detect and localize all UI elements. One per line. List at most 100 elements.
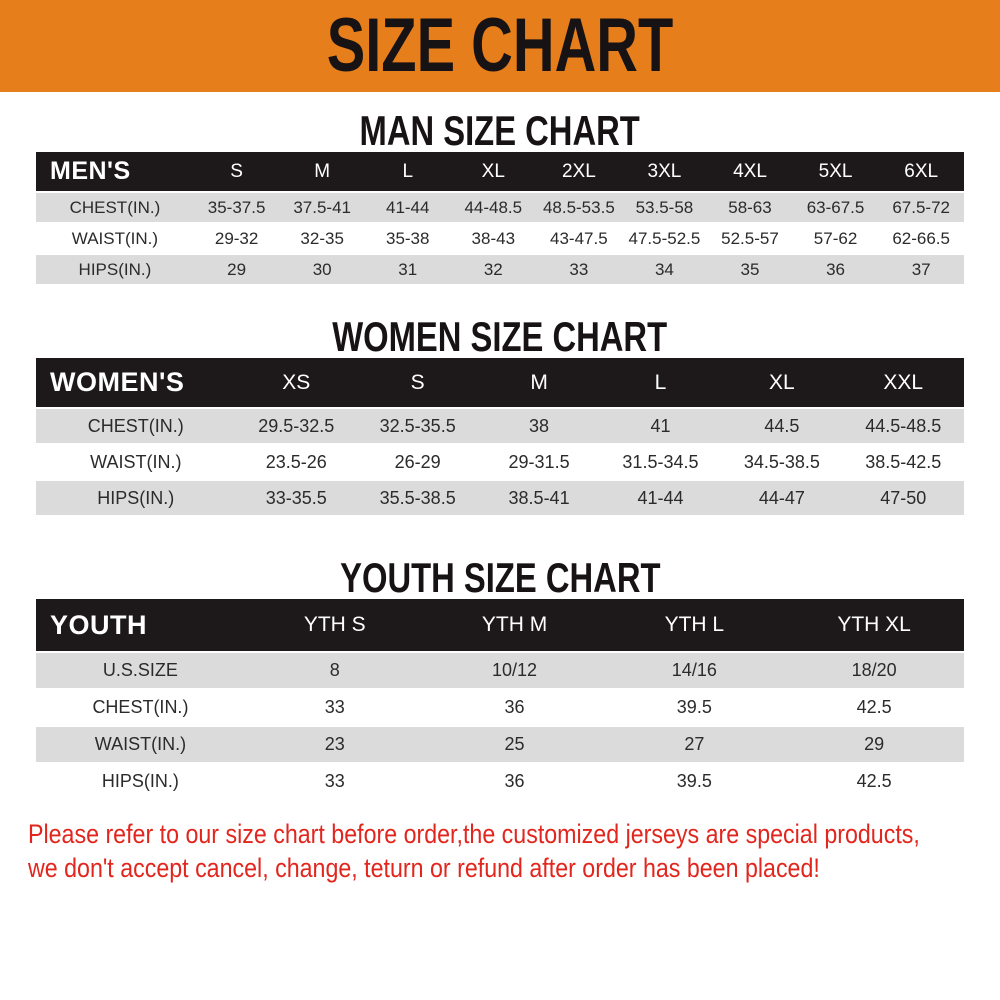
- size-header-cell: YTH M: [481, 613, 548, 636]
- table-header-row: WOMEN'S XS S M L XL XXL: [36, 358, 964, 408]
- size-header-cell: 5XL: [818, 160, 853, 182]
- measurement-value-cell: 37.5-41: [293, 197, 351, 217]
- measurement-value-cell: 33: [324, 697, 345, 717]
- table-row: HIPS(IN.) 29 30 31 32 33 34 35 36 37: [36, 254, 964, 285]
- measurement-value-cell: 27: [684, 734, 705, 754]
- measurement-value-cell: 67.5-72: [892, 197, 950, 217]
- size-header-cell: L: [402, 160, 414, 182]
- measurement-value-cell: 53.5-58: [635, 197, 694, 217]
- measurement-value-cell: 34.5-38.5: [743, 451, 820, 472]
- measurement-value-cell: 44.5-48.5: [865, 415, 942, 436]
- measurement-value-cell: 33: [569, 259, 589, 279]
- measurement-value-cell: 29: [864, 734, 885, 754]
- measurement-value-cell: 44.5: [764, 415, 800, 436]
- measurement-value-cell: 30: [312, 259, 332, 279]
- table-row: CHEST(IN.) 35-37.5 37.5-41 41-44 44-48.5 48.5…: [36, 192, 964, 223]
- measurement-value-cell: 18/20: [851, 660, 897, 680]
- size-header-cell: 6XL: [904, 160, 939, 182]
- size-header-cell: YTH XL: [837, 613, 911, 636]
- women-section-heading: WOMEN SIZE CHART: [0, 316, 1000, 358]
- measurement-value-cell: 29-32: [214, 228, 259, 248]
- measurement-value-cell: 36: [826, 259, 845, 279]
- measurement-value-cell: 32-35: [300, 228, 344, 248]
- table-row: U.S.SIZE 8 10/12 14/16 18/20: [36, 652, 964, 689]
- measurement-value-cell: 35-37.5: [207, 197, 266, 217]
- measurement-value-cell: 14/16: [671, 660, 717, 680]
- page-title: SIZE CHART: [326, 3, 674, 88]
- measurement-value-cell: 34: [654, 259, 674, 279]
- measurement-value-cell: 44-47: [758, 487, 805, 508]
- men-size-table: MEN'S S M L XL 2XL 3XL 4XL 5XL 6XL CHEST(IN.) 35-37…: [36, 152, 964, 286]
- measurement-value-cell: 48.5-53.5: [542, 197, 615, 217]
- measurement-value-cell: 25: [504, 734, 525, 754]
- measurement-value-cell: 57-62: [813, 228, 858, 248]
- measurement-label-cell: WAIST(IN.): [94, 734, 187, 754]
- measurement-value-cell: 38.5-41: [508, 487, 570, 508]
- measurement-value-cell: 31.5-34.5: [622, 451, 699, 472]
- measurement-label-cell: CHEST(IN.): [92, 697, 189, 717]
- measurement-value-cell: 29-31.5: [508, 451, 570, 472]
- size-header-cell: XXL: [883, 370, 924, 394]
- measurement-value-cell: 38-43: [471, 228, 516, 248]
- table-row: CHEST(IN.) 29.5-32.5 32.5-35.5 38 41 44.5 44.5…: [36, 408, 964, 444]
- measurement-value-cell: 29: [227, 259, 247, 279]
- measurement-label-cell: U.S.SIZE: [102, 660, 178, 680]
- man-section-heading-text: MAN SIZE CHART: [359, 107, 641, 154]
- size-header-cell: 4XL: [733, 160, 767, 182]
- measurement-value-cell: 26-29: [394, 451, 441, 472]
- youth-section-heading: YOUTH SIZE CHART: [0, 557, 1000, 599]
- measurement-value-cell: 32: [483, 259, 503, 279]
- measurement-value-cell: 52.5-57: [721, 228, 779, 248]
- table-header-row: MEN'S S M L XL 2XL 3XL 4XL 5XL 6XL: [36, 152, 964, 192]
- measurement-value-cell: 38: [529, 415, 550, 436]
- measurement-value-cell: 39.5: [676, 697, 712, 717]
- women-size-table: WOMEN'S XS S M L XL XXL CHEST(IN.) 29.5-32.5 32.5…: [36, 358, 964, 517]
- measurement-value-cell: 29.5-32.5: [258, 415, 335, 436]
- table-title-cell: WOMEN'S: [50, 367, 185, 397]
- measurement-label-cell: CHEST(IN.): [87, 415, 184, 436]
- measurement-value-cell: 31: [398, 259, 418, 279]
- measurement-value-cell: 39.5: [676, 771, 712, 791]
- measurement-value-cell: 41-44: [637, 487, 684, 508]
- youth-section-heading-text: YOUTH SIZE CHART: [339, 554, 661, 601]
- measurement-value-cell: 47.5-52.5: [628, 228, 701, 248]
- measurement-value-cell: 41-44: [385, 197, 430, 217]
- table-row: CHEST(IN.) 33 36 39.5 42.5: [36, 689, 964, 726]
- table-row: WAIST(IN.) 23.5-26 26-29 29-31.5 31.5-34.5 34…: [36, 444, 964, 480]
- size-header-cell: S: [410, 370, 425, 394]
- table-row: HIPS(IN.) 33-35.5 35.5-38.5 38.5-41 41-44 44-…: [36, 480, 964, 516]
- measurement-value-cell: 35: [740, 259, 760, 279]
- measurement-label-cell: WAIST(IN.): [71, 228, 159, 248]
- measurement-value-cell: 44-48.5: [464, 197, 523, 217]
- size-header-cell: YTH L: [664, 613, 725, 636]
- table-row: WAIST(IN.) 29-32 32-35 35-38 38-43 43-47.5 47.…: [36, 223, 964, 254]
- table-title-cell: MEN'S: [50, 157, 131, 185]
- measurement-value-cell: 33-35.5: [265, 487, 327, 508]
- measurement-value-cell: 41: [650, 415, 671, 436]
- measurement-value-cell: 32.5-35.5: [379, 415, 456, 436]
- measurement-value-cell: 47-50: [880, 487, 927, 508]
- size-header-cell: M: [530, 370, 548, 394]
- table-row: WAIST(IN.) 23 25 27 29: [36, 726, 964, 763]
- youth-size-table: YOUTH YTH S YTH M YTH L YTH XL U.S.SIZE 8 10/12…: [36, 599, 964, 801]
- measurement-value-cell: 43-47.5: [550, 228, 608, 248]
- measurement-value-cell: 23.5-26: [265, 451, 327, 472]
- measurement-label-cell: WAIST(IN.): [90, 451, 182, 472]
- measurement-value-cell: 63-67.5: [806, 197, 865, 217]
- women-section-heading-text: WOMEN SIZE CHART: [332, 313, 668, 360]
- size-header-cell: L: [654, 370, 667, 394]
- table-title-cell: YOUTH: [50, 609, 147, 640]
- measurement-value-cell: 37: [911, 259, 931, 279]
- size-header-cell: 2XL: [561, 160, 596, 182]
- measurement-value-cell: 35-38: [385, 228, 430, 248]
- measurement-value-cell: 36: [504, 771, 525, 791]
- size-header-cell: XS: [282, 370, 311, 394]
- measurement-value-cell: 23: [324, 734, 345, 754]
- measurement-value-cell: 33: [324, 771, 345, 791]
- measurement-value-cell: 42.5: [856, 697, 892, 717]
- measurement-value-cell: 10/12: [492, 660, 538, 680]
- table-header-row: YOUTH YTH S YTH M YTH L YTH XL: [36, 599, 964, 652]
- table-row: HIPS(IN.) 33 36 39.5 42.5: [36, 763, 964, 800]
- measurement-value-cell: 36: [504, 697, 525, 717]
- measurement-value-cell: 42.5: [856, 771, 892, 791]
